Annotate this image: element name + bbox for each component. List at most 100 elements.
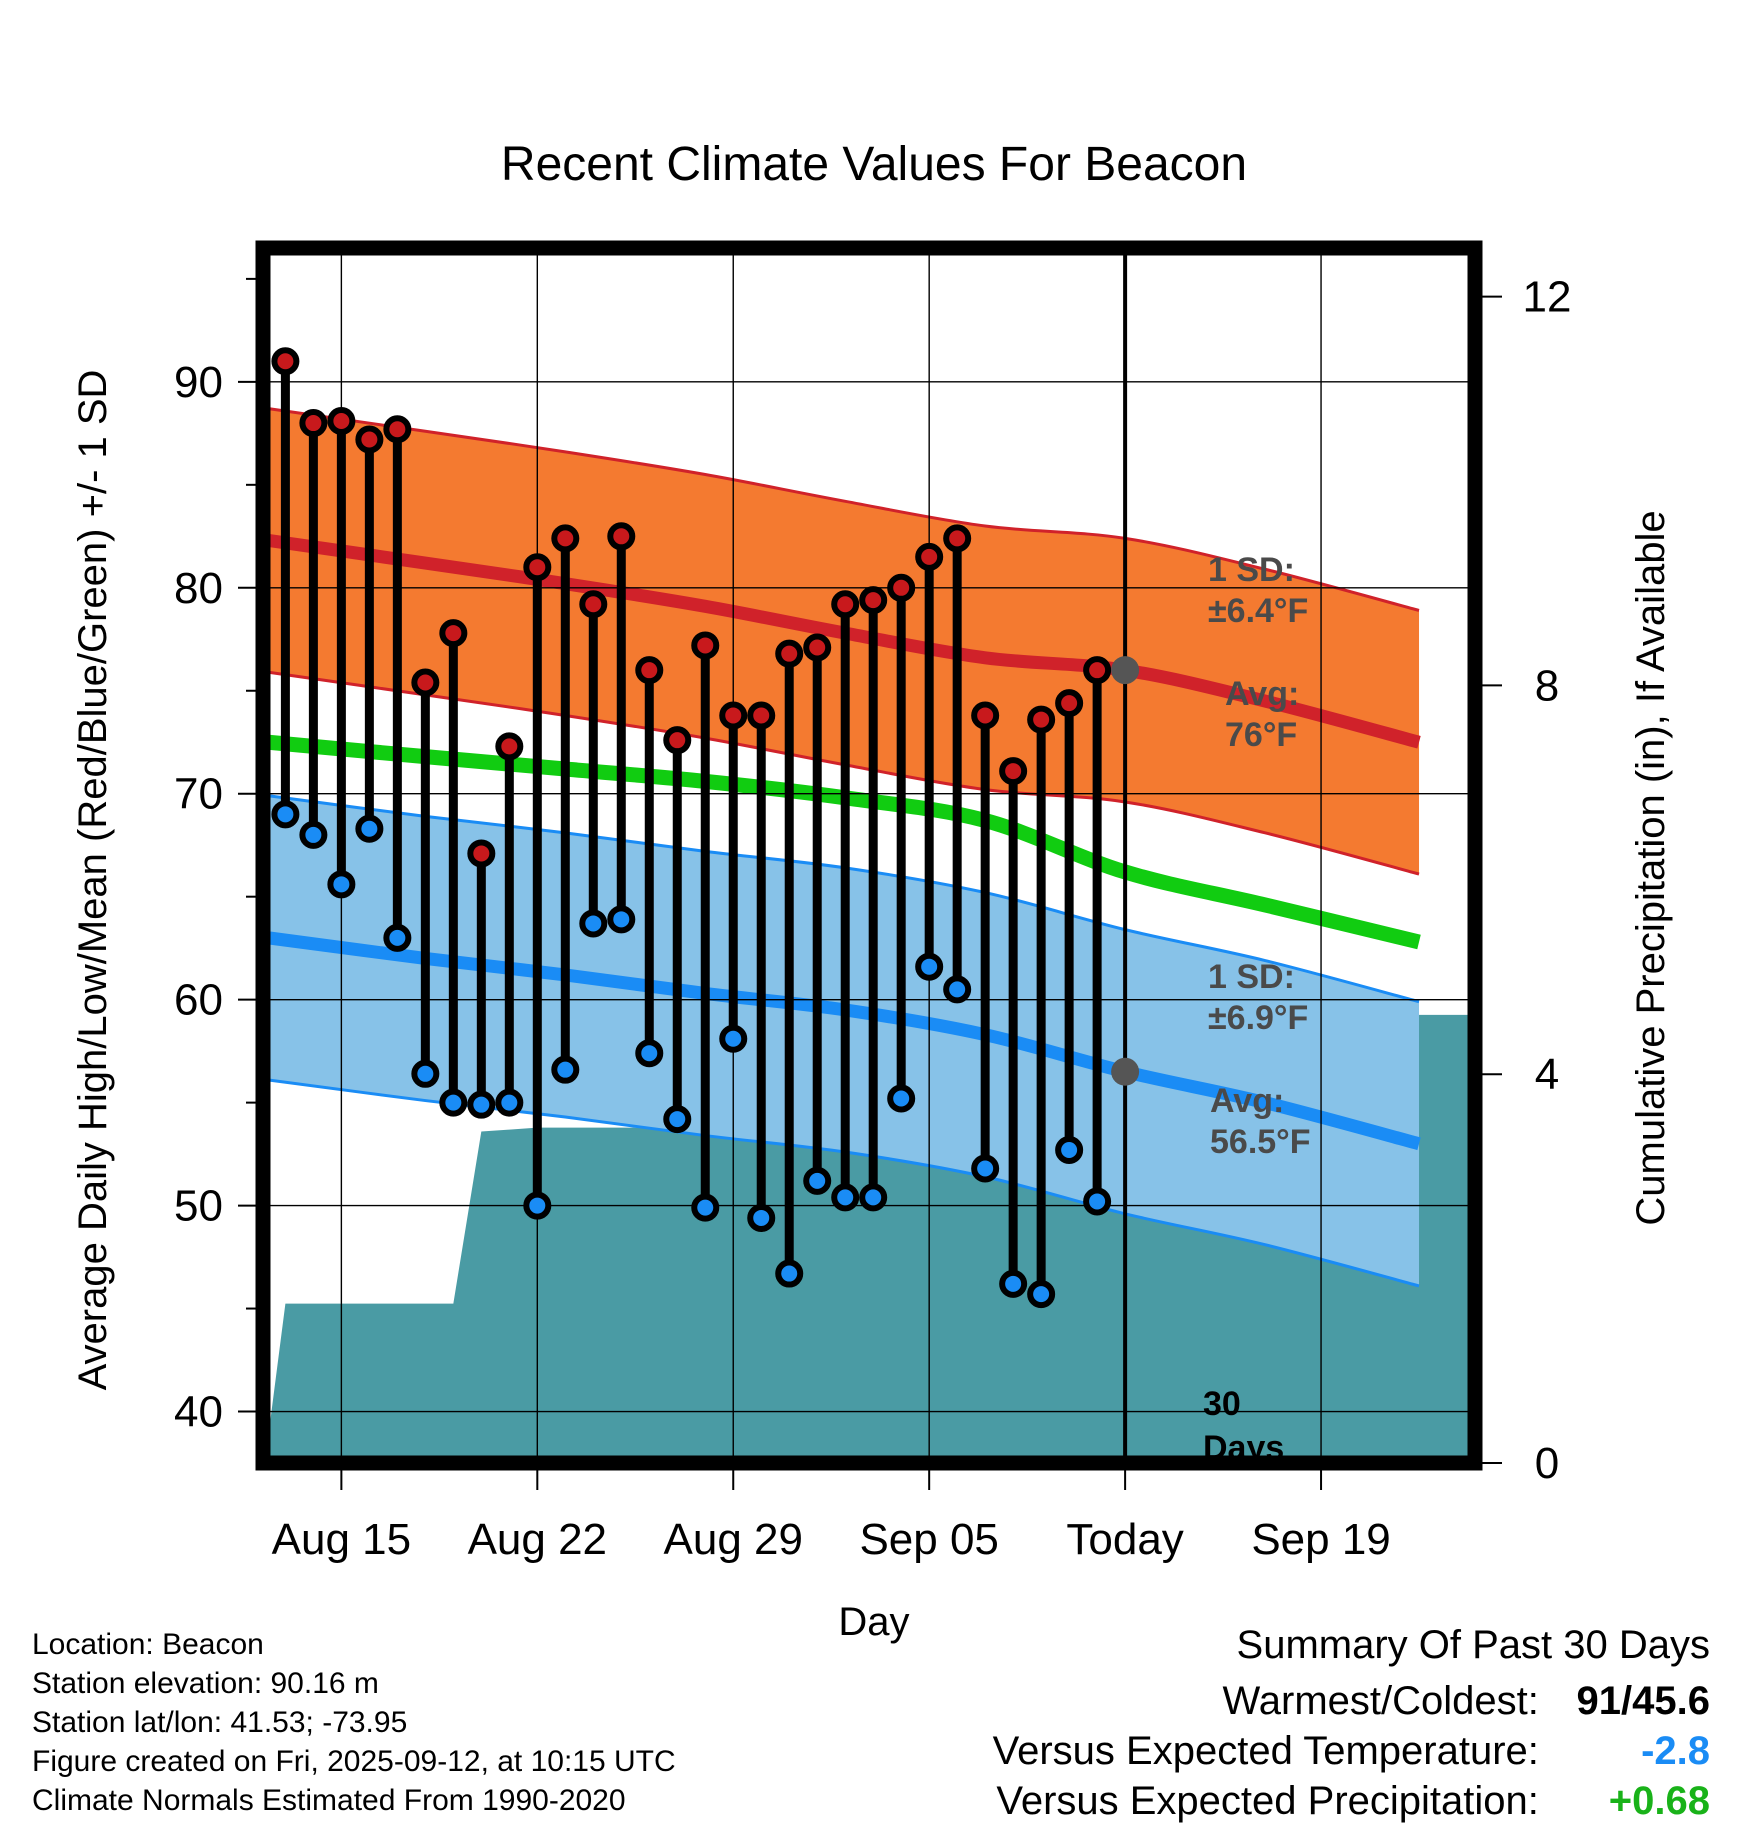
x-tick-label: Sep 05 (859, 1515, 998, 1564)
low-point (747, 1203, 776, 1232)
high-point (803, 633, 832, 662)
low-avg-label: Avg: (1210, 1082, 1284, 1120)
low-point (1055, 1135, 1084, 1164)
high-point (495, 732, 524, 761)
y-right-tick-label: 8 (1535, 661, 1559, 710)
low-point (831, 1183, 860, 1212)
high-point (719, 701, 748, 730)
high-point (383, 415, 412, 444)
low-point (467, 1090, 496, 1119)
high-point (859, 586, 888, 615)
daily-points-layer (271, 347, 1112, 1309)
station-info: Location: Beacon Station elevation: 90.1… (32, 1625, 676, 1820)
high-avg-value: 76°F (1225, 716, 1297, 754)
daily-range-layer (280, 361, 1102, 1295)
low-point (299, 820, 328, 849)
low-point (915, 952, 944, 981)
high-point (691, 631, 720, 660)
low-point (439, 1088, 468, 1117)
low-point (1083, 1187, 1112, 1216)
y-right-tick-label: 4 (1535, 1050, 1559, 1099)
high-point (467, 839, 496, 868)
chart-title: Recent Climate Values For Beacon (501, 138, 1247, 191)
low-avg-value: 56.5°F (1210, 1123, 1311, 1161)
warmest-coldest-slash: / (1621, 1679, 1633, 1723)
station-latlon: Station lat/lon: 41.53; -73.95 (32, 1706, 408, 1739)
low-sd-label: 1 SD: (1208, 958, 1295, 996)
warmest-value: 91 (1576, 1679, 1622, 1723)
x-tick-label: Today (1066, 1515, 1183, 1564)
low-point (719, 1024, 748, 1053)
high-point (327, 406, 356, 435)
normals-period: Climate Normals Estimated From 1990-2020 (32, 1784, 626, 1817)
low-sd-value: ±6.9°F (1208, 999, 1308, 1037)
today-layer (1111, 248, 1140, 1463)
low-point (887, 1084, 916, 1113)
y-axis-right-label: Cumulative Precipitation (in), If Availa… (1629, 510, 1673, 1225)
y-left-tick-label: 50 (174, 1182, 223, 1231)
high-point (607, 522, 636, 551)
x-tick-label: Aug 22 (468, 1515, 607, 1564)
high-avg-label: Avg: (1225, 675, 1299, 713)
y-left-tick-label: 80 (174, 564, 223, 613)
high-point (579, 590, 608, 619)
low-point (411, 1059, 440, 1088)
high-point (271, 347, 300, 376)
x-tick-label: Sep 19 (1251, 1515, 1390, 1564)
low-point (579, 909, 608, 938)
x-tick-label: Aug 15 (272, 1515, 411, 1564)
high-point (663, 726, 692, 755)
high-point (775, 639, 804, 668)
low-point (999, 1269, 1028, 1298)
low-point (523, 1191, 552, 1220)
high-sd-label: 1 SD: (1208, 551, 1295, 589)
low-point (943, 975, 972, 1004)
high-point (1083, 656, 1112, 685)
low-point (551, 1055, 580, 1084)
low-point (327, 870, 356, 899)
y-right-tick-label: 12 (1523, 273, 1572, 322)
high-point (915, 542, 944, 571)
high-point (439, 619, 468, 648)
plot-frame (255, 240, 1483, 1471)
y-left-tick-label: 40 (174, 1388, 223, 1437)
high-point (831, 590, 860, 619)
low-point (691, 1193, 720, 1222)
y-left-tick-label: 90 (174, 358, 223, 407)
precip-anomaly-label: Versus Expected Precipitation: (996, 1779, 1539, 1823)
warmest-coldest-label: Warmest/Coldest: (1222, 1679, 1539, 1723)
high-sd-value: ±6.4°F (1208, 592, 1308, 630)
plot-area (263, 248, 1475, 1463)
high-point (411, 668, 440, 697)
summary-precipitation: Versus Expected Precipitation: +0.68 (993, 1776, 1710, 1826)
low-point (271, 800, 300, 829)
low-point (803, 1166, 832, 1195)
low-point (775, 1259, 804, 1288)
summary-temperature: Versus Expected Temperature: -2.8 (993, 1726, 1710, 1776)
high-point (635, 656, 664, 685)
low-point (1027, 1280, 1056, 1309)
low-point (859, 1183, 888, 1212)
high-point (299, 409, 328, 438)
y-left-tick-label: 60 (174, 976, 223, 1025)
low-point (971, 1154, 1000, 1183)
low-point (607, 905, 636, 934)
summary-warmest-coldest: Warmest/Coldest: 91/45.6 (993, 1676, 1711, 1726)
low-point (355, 814, 384, 843)
y-axis-left-label: Average Daily High/Low/Mean (Red/Blue/Gr… (71, 370, 115, 1391)
station-location: Location: Beacon (32, 1628, 264, 1661)
temp-anomaly-label: Versus Expected Temperature: (992, 1729, 1539, 1773)
station-elevation: Station elevation: 90.16 m (32, 1667, 379, 1700)
window-days-label: Days (1203, 1429, 1284, 1467)
high-point (551, 524, 580, 553)
y-right-tick-label: 0 (1535, 1439, 1559, 1488)
window-days-number: 30 (1203, 1385, 1241, 1423)
low-point (635, 1039, 664, 1068)
summary-heading: Summary Of Past 30 Days (1236, 1623, 1710, 1667)
high-point (971, 701, 1000, 730)
high-point (355, 425, 384, 454)
today-low-normal-marker (1111, 1057, 1140, 1086)
coldest-value: 45.6 (1632, 1679, 1710, 1723)
precip-anomaly-value: +0.68 (1608, 1779, 1710, 1823)
